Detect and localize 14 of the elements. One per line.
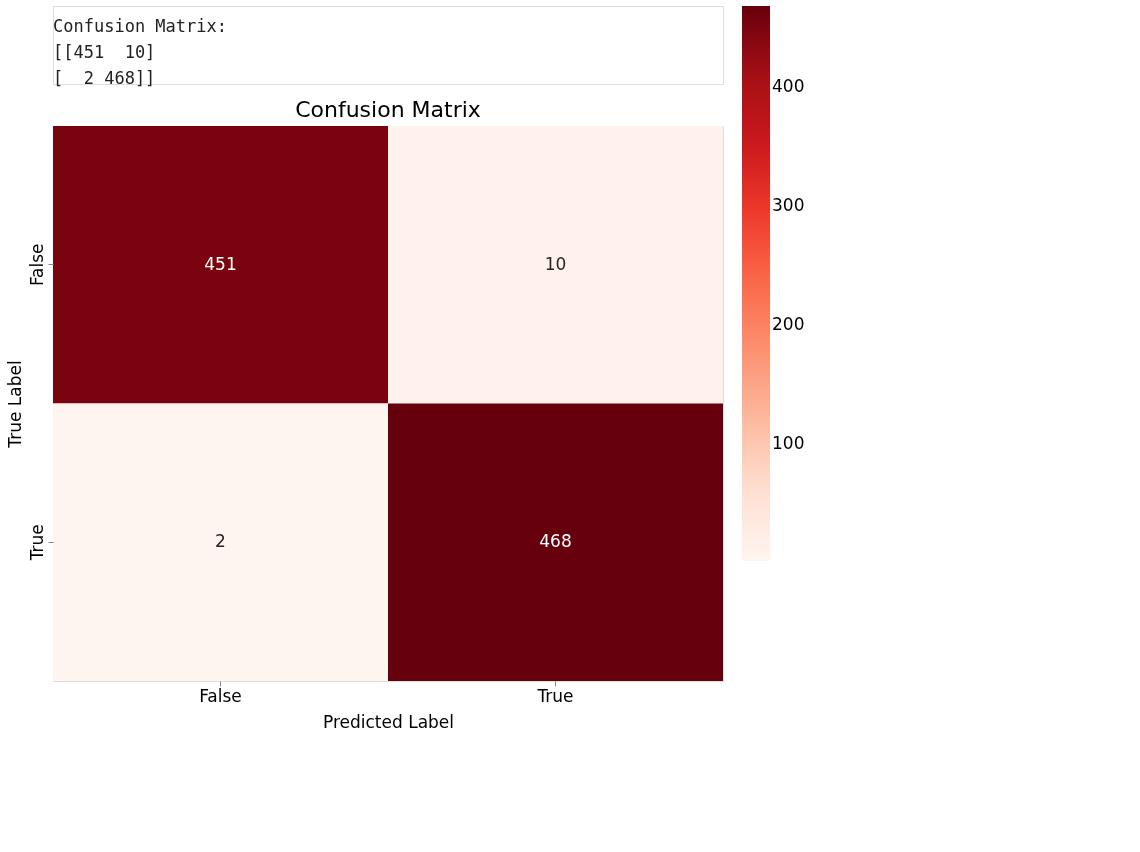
data-label: 451 bbox=[204, 253, 237, 274]
color-bar-label: 300 bbox=[772, 195, 805, 216]
x-axis-title: Predicted Label bbox=[322, 711, 455, 732]
text: [[451 10] bbox=[53, 42, 156, 62]
color-bar-label: 100 bbox=[772, 433, 805, 454]
data-label: 10 bbox=[544, 253, 567, 274]
text: [ 2 468]] bbox=[53, 68, 156, 88]
color-bar-label: 400 bbox=[772, 75, 805, 96]
data-label: 468 bbox=[539, 531, 572, 552]
text: Confusion Matrix: bbox=[53, 16, 227, 36]
y-axis-title: True Label bbox=[4, 360, 25, 449]
color-bar-label: 200 bbox=[772, 314, 805, 335]
data-label: 2 bbox=[215, 531, 226, 552]
chart-title: Confusion Matrix bbox=[295, 97, 481, 122]
